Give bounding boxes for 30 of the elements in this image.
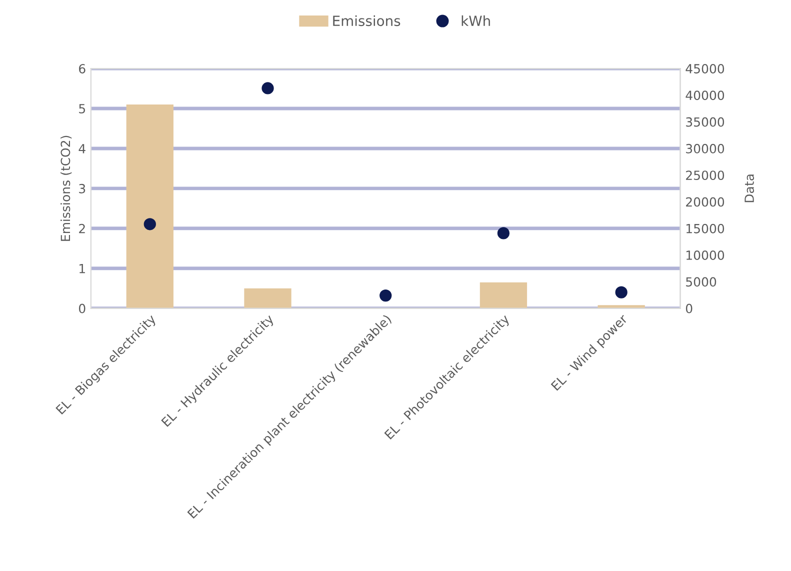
y-tick-label: 3 — [79, 184, 86, 194]
y2-axis-title: Data — [744, 174, 754, 202]
y2-tick-label: 20000 — [686, 197, 724, 207]
y-tick-label: 0 — [78, 304, 86, 314]
y-tick-label: 2 — [79, 224, 85, 234]
y-tick-label: 1 — [80, 264, 85, 274]
y2-tick-label: 40000 — [686, 90, 724, 100]
y2-tick-label: 10000 — [686, 250, 724, 260]
y2-tick-label: 5000 — [686, 277, 716, 287]
point — [497, 227, 510, 240]
point — [144, 218, 156, 230]
y2-tick-label: 25000 — [686, 170, 724, 180]
bar — [244, 288, 292, 308]
legend-label: kWh — [462, 15, 490, 26]
y2-tick-label: 15000 — [686, 224, 724, 234]
y-tick-label: 6 — [79, 64, 86, 74]
point — [380, 289, 392, 302]
y-tick-label: 5 — [79, 104, 86, 114]
point — [615, 286, 628, 298]
y2-tick-label: 45000 — [686, 64, 724, 74]
bar — [598, 305, 645, 308]
y2-tick-label: 30000 — [686, 144, 724, 154]
bar — [126, 104, 174, 308]
y-tick-label: 4 — [78, 144, 86, 154]
point — [262, 82, 274, 94]
y2-tick-label: 35000 — [686, 117, 724, 127]
y-axis-title: Emissions (tCO2) — [60, 136, 72, 241]
y2-tick-label: 0 — [686, 304, 692, 314]
legend-label: Emissions — [333, 15, 400, 26]
bar — [480, 282, 528, 308]
